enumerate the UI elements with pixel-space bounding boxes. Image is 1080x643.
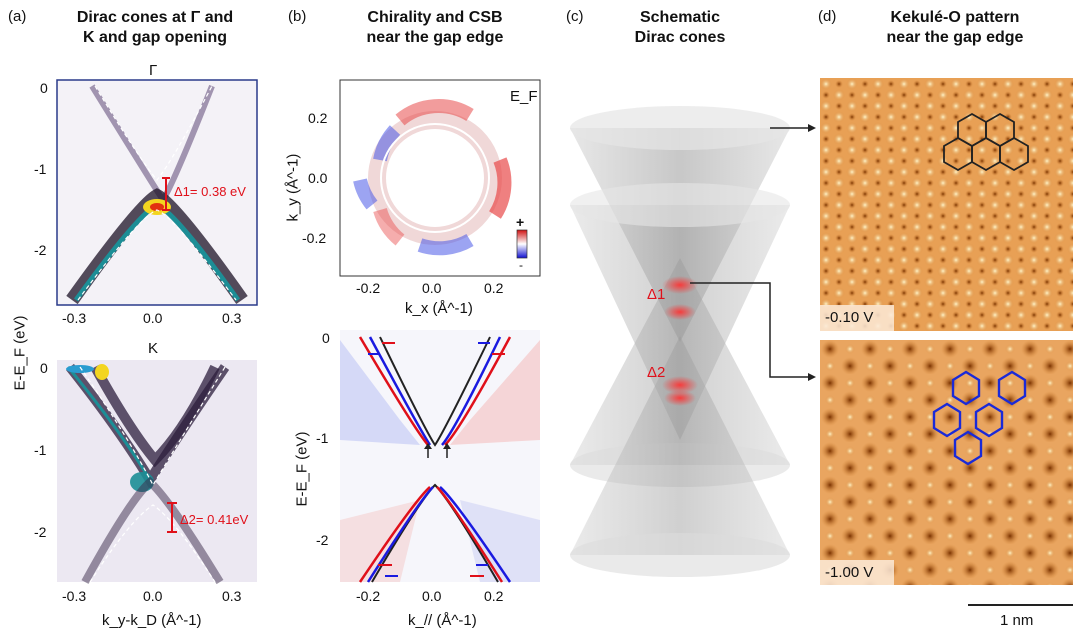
d-voltage-top: -0.10 V <box>825 309 874 326</box>
b-top-tag: E_F <box>510 88 538 105</box>
a-bot-xtick-1: 0.0 <box>143 588 163 604</box>
b-bot-xtick-0: -0.2 <box>356 588 381 604</box>
a-top-ytick-0: 0 <box>40 80 48 96</box>
panel-a-title-line2: K and gap opening <box>83 29 227 46</box>
stm-images <box>820 78 1073 606</box>
panel-b-title-line2: near the gap edge <box>366 29 504 46</box>
b-top-x-label: k_x (Å^-1) <box>405 300 473 317</box>
panel-a-title: Dirac cones at Γ and K and gap opening <box>40 8 270 48</box>
a-x-axis-label: k_y-k_D (Å^-1) <box>102 612 202 629</box>
panel-b-label: (b) <box>288 8 307 25</box>
panel-a-title-line1: Dirac cones at Γ and <box>76 9 234 26</box>
chirality-map <box>339 79 541 277</box>
c-delta2: Δ2 <box>647 364 666 381</box>
b-top-ytick-1: 0.0 <box>308 170 328 186</box>
b-bot-xtick-1: 0.0 <box>422 588 442 604</box>
c-delta1: Δ1 <box>647 286 666 303</box>
panel-d-title-line2: near the gap edge <box>886 29 1024 46</box>
a-top-xtick-0: -0.3 <box>62 310 87 326</box>
a-gap1-label: Δ1= 0.38 eV <box>174 184 246 199</box>
schematic-cones <box>570 106 816 577</box>
panel-c-title: Schematic Dirac cones <box>600 8 760 48</box>
a-bot-ytick-2: -2 <box>34 524 47 540</box>
b-colorbar-minus: - <box>519 258 523 272</box>
a-top-ytick-1: -1 <box>34 161 47 177</box>
b-colorbar-plus: + <box>516 214 525 230</box>
a-bot-ytick-0: 0 <box>40 360 48 376</box>
b-bot-x-label: k_// (Å^-1) <box>408 612 477 629</box>
b-top-xtick-2: 0.2 <box>484 280 504 296</box>
arpes-gamma-plot <box>56 79 258 306</box>
b-bot-ytick-0: 0 <box>322 330 330 346</box>
b-bot-ytick-2: -2 <box>316 532 329 548</box>
b-bot-ytick-1: -1 <box>316 430 329 446</box>
panel-b-title: Chirality and CSB near the gap edge <box>325 8 545 48</box>
panel-a-bottom-point: K <box>148 340 159 357</box>
panel-b-title-line1: Chirality and CSB <box>367 9 503 26</box>
panel-d-title: Kekulé-O pattern near the gap edge <box>855 8 1055 48</box>
a-top-ytick-2: -2 <box>34 242 47 258</box>
a-top-xtick-2: 0.3 <box>222 310 242 326</box>
panel-c-title-line1: Schematic <box>639 9 721 26</box>
b-top-xtick-0: -0.2 <box>356 280 381 296</box>
b-top-y-label: k_y (Å^-1) <box>284 153 302 222</box>
panel-a-label: (a) <box>8 8 27 25</box>
b-bot-y-label: E-E_F (eV) <box>293 431 311 507</box>
b-top-ytick-0: 0.2 <box>308 110 328 126</box>
panel-a-top-point: Γ <box>149 62 158 79</box>
panel-c-label: (c) <box>566 8 584 25</box>
a-bot-ytick-1: -1 <box>34 442 47 458</box>
a-y-axis-label: E-E_F (eV) <box>11 315 29 391</box>
panel-d-title-line1: Kekulé-O pattern <box>890 9 1020 26</box>
a-bot-xtick-0: -0.3 <box>62 588 87 604</box>
d-scale-bar-label: 1 nm <box>1000 612 1034 629</box>
arpes-k-plot <box>57 360 257 585</box>
panel-c-title-line2: Dirac cones <box>634 29 726 46</box>
b-bot-xtick-2: 0.2 <box>484 588 504 604</box>
chirality-cut <box>340 330 540 583</box>
b-top-xtick-1: 0.0 <box>422 280 442 296</box>
a-gap2-label: Δ2= 0.41eV <box>180 512 249 527</box>
d-voltage-bottom: -1.00 V <box>825 564 874 581</box>
a-bot-xtick-2: 0.3 <box>222 588 242 604</box>
a-top-xtick-1: 0.0 <box>143 310 163 326</box>
panel-d-label: (d) <box>818 8 837 25</box>
b-top-ytick-2: -0.2 <box>302 230 327 246</box>
